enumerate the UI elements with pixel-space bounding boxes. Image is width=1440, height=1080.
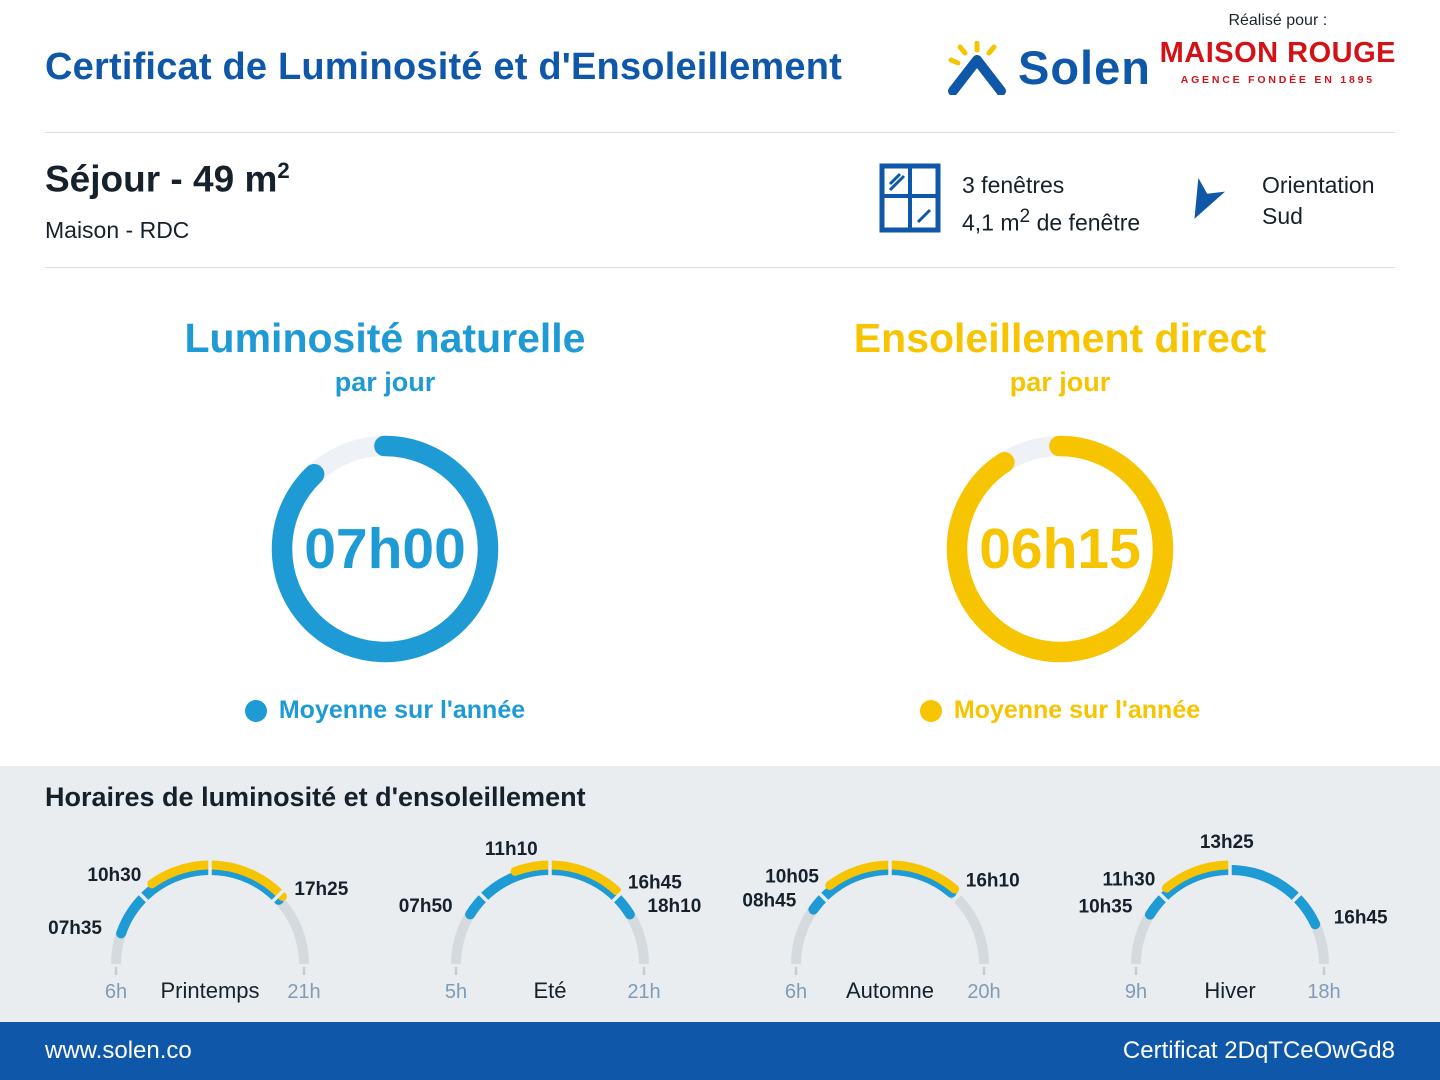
divider [45,267,1395,268]
window-area: 4,1 m2 de fenêtre [962,201,1140,239]
windows-info: 3 fenêtres 4,1 m2 de fenêtre [962,170,1140,239]
time-label: 16h10 [966,871,1020,892]
time-label: 17h25 [294,879,348,900]
page-title: Certificat de Luminosité et d'Ensoleille… [45,46,842,88]
season-gauge-chart: 10h35 11h30 13h25 16h45 9h 18h Hiver [1079,832,1388,1003]
season-gauge: 07h35 10h30 17h25 6h 21h Printemps [45,826,375,1022]
agency-logo: MAISON ROUGE [1159,37,1396,69]
season-gauge: 08h45 10h05 16h10 6h 20h Automne [725,826,1055,1022]
made-for-label: Réalisé pour : [1228,12,1328,29]
season-gauge-chart: 07h35 10h30 17h25 6h 21h Printemps [48,859,349,1003]
time-label: 07h35 [48,918,102,939]
sunlight-subtitle: par jour [1009,367,1111,397]
sunlight-donut-chart [946,435,1174,663]
time-label: 10h05 [765,867,819,888]
sun-arc [147,860,287,901]
schedule-panel: Horaires de luminosité et d'ensoleilleme… [0,766,1440,1022]
room-title-sup: 2 [277,158,290,183]
time-label: 11h10 [485,839,538,860]
window-icon [878,162,942,239]
luminosity-legend-label: Moyenne sur l'année [278,696,526,724]
scale-max-label: 18h [1307,981,1340,1003]
time-label: 08h45 [742,890,796,911]
scale-min-label: 9h [1125,981,1147,1003]
sun-arc [510,860,621,896]
scale-min-label: 6h [785,981,807,1003]
season-name: Automne [846,978,934,1003]
sunlight-legend-label: Moyenne sur l'année [953,696,1201,724]
orientation-arrow-icon [1180,176,1228,229]
season-gauge: 10h35 11h30 13h25 16h45 9h 18h Hiver [1065,826,1395,1022]
room-title-text: Séjour - 49 m [45,158,278,200]
luminosity-gauge: 07h00 [260,424,510,674]
luminosity-column: Luminosité naturelle par jour 07h00 Moye… [90,315,680,725]
season-name: Hiver [1204,978,1255,1003]
agency-block: Réalisé pour : MAISON ROUGE AGENCE FONDÉ… [1160,12,1396,86]
time-label: 16h45 [1334,908,1388,929]
time-label: 13h25 [1200,832,1254,853]
luminosity-title: Luminosité naturelle [184,315,586,361]
footer-certificate-id: Certificat 2DqTCeOwGd8 [1122,1037,1395,1064]
luminosity-subtitle: par jour [334,367,436,397]
time-label: 16h45 [628,873,682,894]
agency-tagline: AGENCE FONDÉE EN 1895 [1180,74,1375,86]
season-name: Eté [533,978,566,1003]
time-label: 11h30 [1102,870,1155,891]
window-area-pre: 4,1 m [962,209,1020,236]
window-area-sup: 2 [1019,206,1031,227]
luminosity-donut-chart [271,435,499,663]
legend-dot [244,699,267,722]
time-label: 07h50 [399,896,453,917]
solen-logo-icon [948,40,1006,95]
daylight-arc [1145,865,1321,930]
footer-website[interactable]: www.solen.co [45,1037,192,1064]
daylight-arc [808,865,957,915]
window-area-post: de fenêtre [1030,209,1141,236]
luminosity-value: 07h00 [304,517,466,581]
schedule-title: Horaires de luminosité et d'ensoleilleme… [45,782,586,812]
windows-count: 3 fenêtres [962,172,1065,198]
brand-name: Solen [1018,41,1151,94]
daylight-arc [116,865,284,939]
sunlight-value: 06h15 [979,517,1141,581]
sun-arc [1161,860,1232,893]
orientation-info: Orientation Sud [1262,170,1375,232]
orientation-value: Sud [1262,203,1303,229]
orientation-label: Orientation [1262,172,1375,198]
scale-max-label: 20h [967,981,1000,1003]
solen-logo: Solen [946,40,1151,95]
room-title: Séjour - 49 m2 [45,158,290,200]
time-label: 10h35 [1079,896,1133,917]
scale-max-label: 21h [287,981,320,1003]
scale-min-label: 5h [445,981,467,1003]
legend-dot [919,699,942,722]
scale-max-label: 21h [627,981,660,1003]
room-subtitle: Maison - RDC [45,217,190,243]
season-name: Printemps [160,978,259,1003]
scale-min-label: 6h [105,981,127,1003]
time-label: 18h10 [647,896,701,917]
sunlight-title: Ensoleillement direct [853,315,1267,361]
footer: www.solen.co Certificat 2DqTCeOwGd8 [0,1022,1440,1080]
luminosity-legend: Moyenne sur l'année [90,696,680,725]
sunlight-gauge: 06h15 [935,424,1185,674]
time-label: 10h30 [87,865,141,886]
season-gauge: 07h50 11h10 16h45 18h10 5h 21h Eté [385,826,715,1022]
sunlight-legend: Moyenne sur l'année [770,696,1350,725]
divider [45,132,1395,133]
sunlight-column: Ensoleillement direct par jour 06h15 Moy… [770,315,1350,725]
sun-arc [825,860,960,894]
